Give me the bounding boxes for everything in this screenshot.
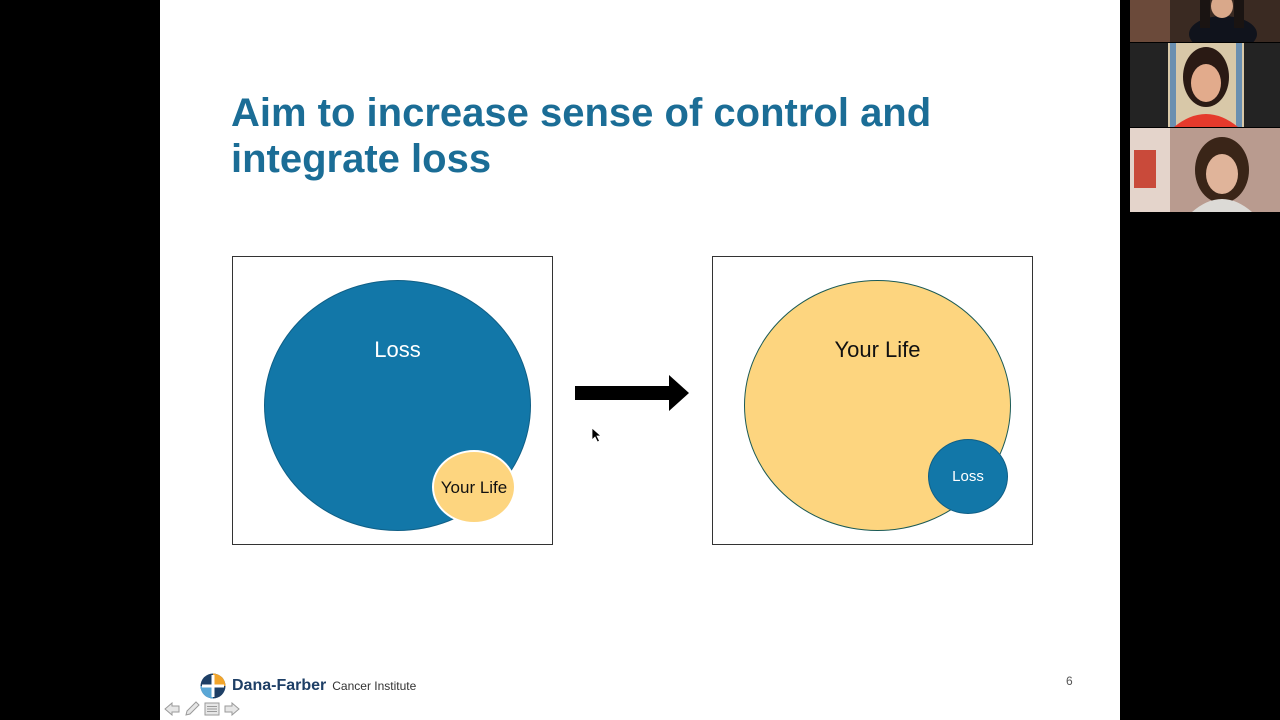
loss-outer-circle: Loss Your Life: [264, 280, 531, 531]
slide-navigation: [163, 700, 241, 718]
mouse-cursor-icon: [592, 428, 603, 443]
transition-arrow-icon: [575, 375, 689, 411]
your-life-inner-circle: Your Life: [432, 450, 516, 524]
participant-video-image: [1130, 128, 1280, 212]
menu-icon[interactable]: [203, 700, 221, 718]
video-tile-participant-3[interactable]: [1130, 128, 1280, 212]
pen-icon[interactable]: [183, 700, 201, 718]
loss-inner-circle: Loss: [928, 439, 1008, 514]
logo-name: Dana-Farber: [232, 677, 327, 694]
arrow-right-icon[interactable]: [223, 700, 241, 718]
before-diagram: Loss Your Life: [232, 256, 553, 545]
dana-farber-logo: Dana-Farber Cancer Institute: [200, 673, 416, 699]
dana-farber-logo-icon: [200, 673, 226, 699]
arrow-left-icon[interactable]: [163, 700, 181, 718]
outer-circle-label: Loss: [374, 337, 421, 362]
slide-page-number: 6: [1066, 674, 1073, 688]
participant-video-image: [1130, 43, 1280, 127]
participant-video-image: [1130, 0, 1280, 42]
outer-circle-label: Your Life: [834, 337, 921, 362]
slide-title: Aim to increase sense of control and int…: [231, 91, 932, 181]
your-life-outer-circle: Your Life Loss: [744, 280, 1011, 531]
presentation-slide: Aim to increase sense of control and int…: [160, 0, 1120, 720]
logo-subtitle: Cancer Institute: [332, 679, 417, 693]
video-tile-participant-1[interactable]: [1130, 0, 1280, 42]
after-diagram: Your Life Loss: [712, 256, 1033, 545]
video-tile-participant-2[interactable]: [1130, 43, 1280, 127]
